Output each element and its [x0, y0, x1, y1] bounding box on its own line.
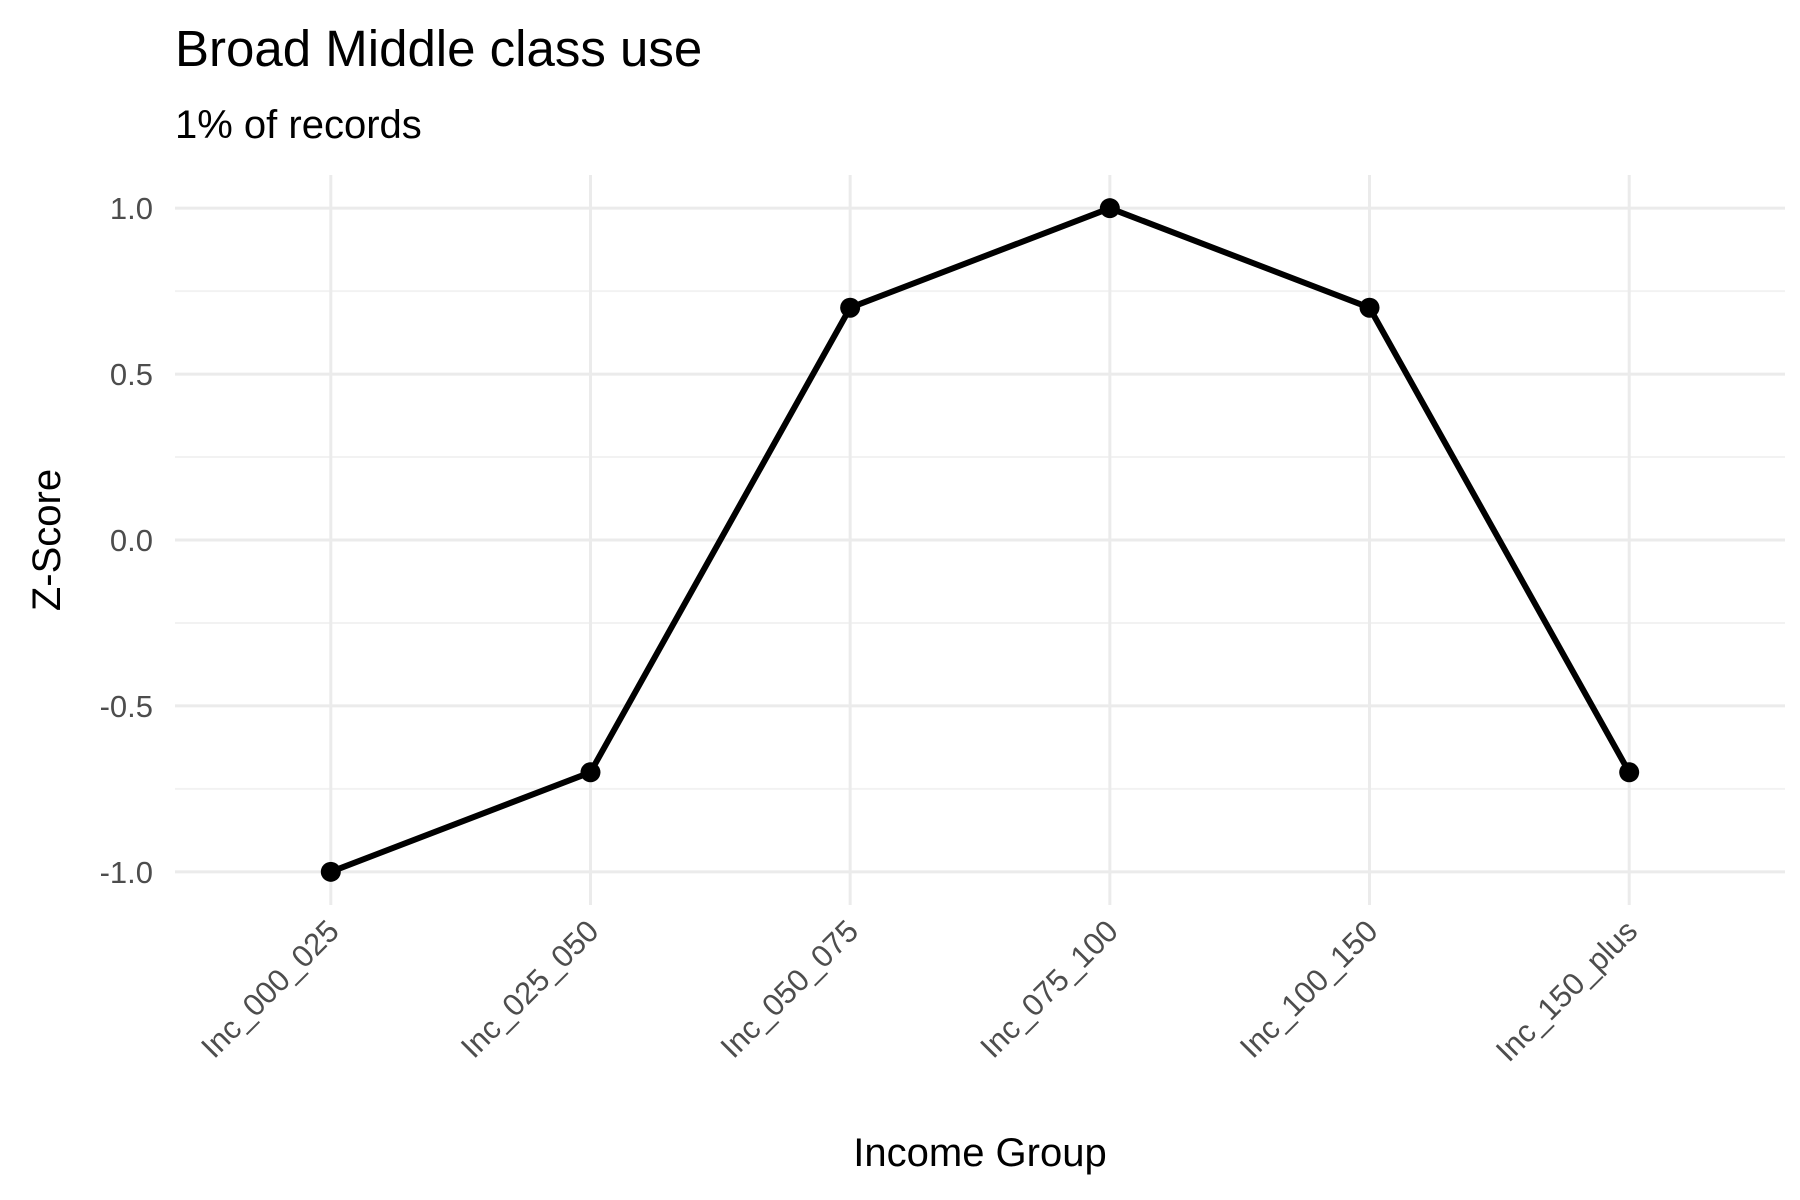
x-axis-ticks: Inc_000_025 Inc_025_050 Inc_050_075 Inc_075… [194, 913, 1644, 1068]
data-point [1359, 297, 1380, 318]
data-series [320, 198, 1640, 882]
y-tick-label: -0.5 [100, 689, 153, 724]
y-tick-label: -1.0 [100, 855, 153, 890]
data-point [320, 861, 341, 882]
data-point [1099, 198, 1120, 219]
gridlines [175, 175, 1785, 905]
x-tick-label: Inc_050_075 [714, 913, 866, 1065]
chart-subtitle: 1% of records [175, 103, 422, 147]
data-point [580, 762, 601, 783]
x-tick-label: Inc_075_100 [973, 913, 1125, 1065]
x-tick-label: Inc_100_150 [1233, 913, 1385, 1065]
y-tick-label: 0.0 [110, 523, 153, 558]
series-line [327, 205, 1633, 875]
y-tick-label: 1.0 [110, 191, 153, 226]
data-point [1619, 762, 1640, 783]
x-axis-title: Income Group [853, 1131, 1106, 1175]
x-tick-label: Inc_025_050 [454, 913, 606, 1065]
x-tick-label: Inc_000_025 [194, 913, 346, 1065]
data-point [840, 297, 861, 318]
chart-title: Broad Middle class use [175, 20, 702, 77]
x-tick-label: Inc_150_plus [1489, 913, 1644, 1068]
y-axis-ticks: -1.0 -0.5 0.0 0.5 1.0 [100, 191, 153, 890]
y-axis-title: Z-Score [25, 469, 69, 611]
y-tick-label: 0.5 [110, 357, 153, 392]
